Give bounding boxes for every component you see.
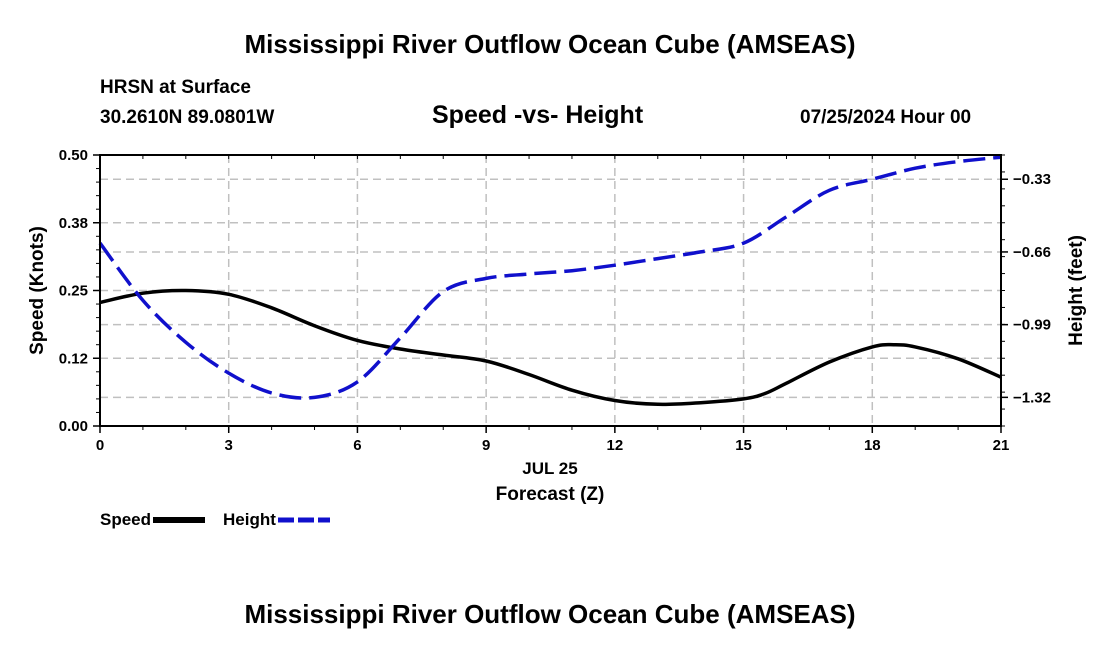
coordinates-label: 30.2610N 89.0801W bbox=[100, 107, 275, 128]
legend-speed-swatch bbox=[153, 517, 206, 523]
x-tick-label: 9 bbox=[482, 437, 490, 454]
x-tick-label: 21 bbox=[993, 437, 1010, 454]
x-tick-label: 0 bbox=[96, 437, 104, 454]
legend-height-swatch bbox=[277, 517, 330, 523]
series-line-height bbox=[98, 155, 1002, 400]
grid bbox=[100, 155, 1001, 426]
x-tick-label: 12 bbox=[607, 437, 624, 454]
x-axis-label: Forecast (Z) bbox=[496, 484, 605, 505]
datetime-label: 07/25/2024 Hour 00 bbox=[800, 107, 972, 128]
y2-tick-label: −1.32 bbox=[1013, 389, 1051, 406]
page-title: Mississippi River Outflow Ocean Cube (AM… bbox=[244, 29, 856, 59]
chart-title: Speed -vs- Height bbox=[432, 101, 644, 129]
y2-axis-label: Height (feet) bbox=[1066, 235, 1087, 346]
y-axis-label: Speed (Knots) bbox=[27, 226, 48, 355]
series-layer bbox=[98, 155, 1002, 407]
y-tick-label: 0.12 bbox=[59, 350, 88, 367]
x-tick-label: 3 bbox=[225, 437, 233, 454]
y2-tick-label: −0.99 bbox=[1013, 317, 1051, 334]
legend-height-label: Height bbox=[223, 510, 276, 529]
y2-tick-label: −0.66 bbox=[1013, 244, 1051, 261]
y-tick-label: 0.00 bbox=[59, 418, 88, 435]
y2-tick-label: −0.33 bbox=[1013, 171, 1051, 188]
axes: 0 3 6 9 12 15 18 21 0.00 0.12 0.25 0.38 0.50 −0.33 −0.… bbox=[59, 147, 1051, 454]
y-tick-label: 0.25 bbox=[59, 283, 88, 300]
x-axis-date-label: JUL 25 bbox=[522, 459, 577, 478]
y-tick-label: 0.38 bbox=[59, 215, 88, 232]
legend: Speed Height bbox=[100, 508, 330, 532]
x-tick-label: 18 bbox=[864, 437, 881, 454]
station-label: HRSN at Surface bbox=[100, 77, 251, 98]
speed-height-chart: 0 3 6 9 12 15 18 21 0.00 0.12 0.25 0.38 0.50 −0.33 −0.… bbox=[27, 147, 1087, 505]
footer-title: Mississippi River Outflow Ocean Cube (AM… bbox=[244, 599, 856, 629]
legend-speed-label: Speed bbox=[100, 510, 152, 529]
series-line-speed bbox=[99, 288, 1002, 407]
y-tick-label: 0.50 bbox=[59, 147, 88, 164]
x-tick-label: 15 bbox=[735, 437, 752, 454]
x-tick-label: 6 bbox=[353, 437, 361, 454]
